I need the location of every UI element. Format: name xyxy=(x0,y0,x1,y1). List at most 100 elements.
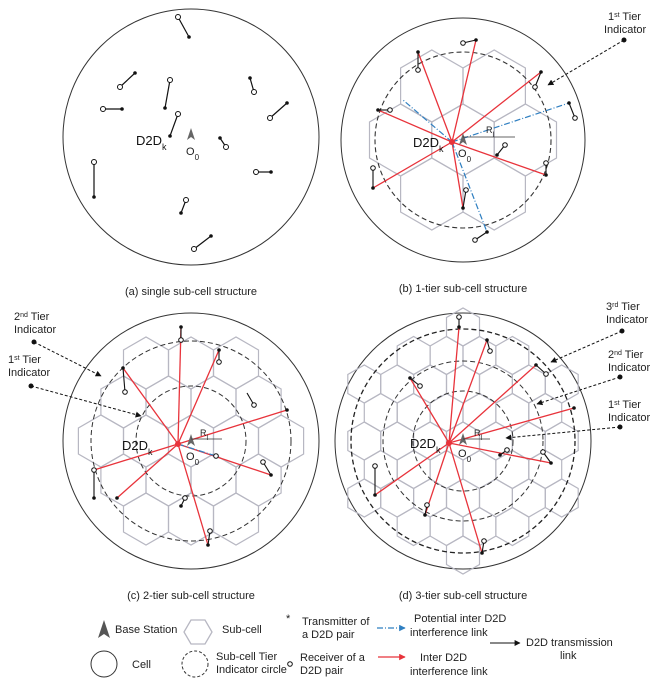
svg-text:Indicator: Indicator xyxy=(608,362,651,374)
svg-text:Indicator: Indicator xyxy=(14,324,57,336)
tier-indicator-1: 1st Tier Indicator xyxy=(505,399,651,441)
radius-label: Rl xyxy=(200,428,209,442)
sub-cell-hexagon xyxy=(544,478,579,518)
legend: Base Station Sub-cell * Transmitter of a… xyxy=(90,613,613,678)
sub-cell-hexagon xyxy=(400,157,464,231)
receivers xyxy=(91,14,273,252)
caption-a: (a) single sub-cell structure xyxy=(125,286,257,298)
base-station-icon xyxy=(98,620,110,638)
sub-cell-hexagon xyxy=(528,449,563,490)
sub-cell-hexagon xyxy=(445,478,481,518)
d2d-pairs xyxy=(93,16,288,250)
svg-text:Indicator: Indicator xyxy=(608,412,651,424)
interference-links xyxy=(374,326,575,554)
tier-indicator-1: 1st Tier Indicator xyxy=(8,354,142,418)
sub-cell-hexagon xyxy=(100,375,147,429)
caption-d: (d) 3-tier sub-cell structure xyxy=(399,590,527,602)
sub-cell-hexagon xyxy=(100,453,147,507)
sub-cell-hexagon xyxy=(212,492,260,546)
bs-label: O0 xyxy=(186,451,200,467)
svg-text:Sub-cell: Sub-cell xyxy=(222,624,262,636)
sub-cell-hexagon xyxy=(462,49,527,123)
sub-cell-hexagon xyxy=(380,421,415,461)
sub-cell-hexagon xyxy=(462,335,497,376)
cell-circle xyxy=(62,312,320,570)
sub-cell-hexagon xyxy=(380,478,415,518)
d2d-label: D2Dk xyxy=(122,438,153,457)
svg-text:interference link: interference link xyxy=(410,666,488,678)
cell-icon xyxy=(90,650,118,678)
svg-text:Receiver of a: Receiver of a xyxy=(300,652,366,664)
sub-cell-hexagon xyxy=(167,492,215,546)
legend-tier-circle: Sub-cell Tier Indicator circle xyxy=(181,650,287,678)
tier-indicator-circle-1 xyxy=(135,385,247,497)
sub-cell-hexagon xyxy=(495,506,530,547)
tier-indicator-circle xyxy=(374,51,552,229)
legend-potential-link: Potential inter D2D interference link xyxy=(377,613,506,639)
sub-cell-hexagon xyxy=(396,449,431,490)
legend-d2d-link: D2D transmission link xyxy=(490,637,613,662)
svg-text:Potential inter D2D: Potential inter D2D xyxy=(414,613,506,625)
svg-text:Cell: Cell xyxy=(132,659,151,671)
receivers xyxy=(370,40,578,243)
legend-cell: Cell xyxy=(90,650,151,678)
sub-cell-hexagon xyxy=(396,392,431,433)
interference-links xyxy=(93,326,288,546)
svg-text:link: link xyxy=(560,650,577,662)
d2d-label: D2Dk xyxy=(136,133,167,152)
bs-label: O0 xyxy=(458,448,472,464)
svg-text:Indicator: Indicator xyxy=(8,367,51,379)
svg-text:1st Tier: 1st Tier xyxy=(608,399,641,411)
svg-text:1st Tier: 1st Tier xyxy=(608,11,641,23)
sub-cell-hexagon xyxy=(462,157,527,231)
svg-text:a D2D pair: a D2D pair xyxy=(302,629,355,641)
svg-text:Transmitter of: Transmitter of xyxy=(302,616,370,628)
panel-b: Rl D2Dk O0 1st Tier Indicator (b) 1-tier… xyxy=(340,11,647,295)
base-station-icon xyxy=(459,133,467,145)
sub-cell-hexagon xyxy=(478,478,514,518)
radius-label: Rl xyxy=(474,428,483,442)
tier-indicator-circle-2 xyxy=(382,360,544,522)
sub-cell-hexagon xyxy=(347,421,382,461)
potential-links xyxy=(177,443,217,457)
transmitters xyxy=(373,325,576,555)
svg-text:2nd Tier: 2nd Tier xyxy=(608,349,644,361)
sub-cell-hexagon xyxy=(429,392,464,433)
sub-cell-hexagon xyxy=(396,335,431,376)
svg-text:3rd Tier: 3rd Tier xyxy=(606,301,640,313)
bs-label: O0 xyxy=(458,148,472,164)
transmitters xyxy=(92,35,289,238)
tier-indicator-2: 2nd Tier Indicator xyxy=(14,311,102,377)
svg-text:Indicator: Indicator xyxy=(606,314,649,326)
sub-cell-hexagon xyxy=(235,453,282,507)
sub-cell-hexagon xyxy=(257,414,305,468)
tier-indicator-circle-1 xyxy=(412,390,514,492)
legend-transmitter: * Transmitter of a D2D pair xyxy=(286,613,370,641)
tier-indicator-circle-3 xyxy=(350,328,576,554)
sub-cell-hexagon xyxy=(511,478,546,518)
bs-label: O0 xyxy=(186,146,200,162)
sub-cell-hexagon xyxy=(400,49,464,123)
tier-indicator-1: 1st Tier Indicator xyxy=(547,11,647,86)
cell-circle xyxy=(62,8,320,266)
caption-b: (b) 1-tier sub-cell structure xyxy=(399,283,527,295)
tier-indicator-2: 2nd Tier Indicator xyxy=(536,349,651,406)
svg-text:1st Tier: 1st Tier xyxy=(8,354,41,366)
sub-cell-hexagon xyxy=(445,364,481,404)
hexagon-icon xyxy=(183,619,213,645)
sub-cell-hexagon xyxy=(380,364,415,404)
sub-cell-hexagon xyxy=(190,375,237,429)
caption-c: (c) 2-tier sub-cell structure xyxy=(127,590,255,602)
d2d-label: D2Dk xyxy=(410,436,441,455)
sub-cell-hexagon xyxy=(122,492,170,546)
sub-cell-hexagon xyxy=(429,506,464,547)
svg-text:Inter D2D: Inter D2D xyxy=(420,652,467,664)
legend-inter-link: Inter D2D interference link xyxy=(378,652,488,678)
interference-links xyxy=(372,39,547,209)
sub-cell-hexagon xyxy=(511,421,546,461)
transmitters xyxy=(92,325,289,547)
svg-text:D2D pair: D2D pair xyxy=(300,665,344,677)
radius-label: Rl xyxy=(486,125,495,139)
sub-cell-grid xyxy=(368,49,558,231)
